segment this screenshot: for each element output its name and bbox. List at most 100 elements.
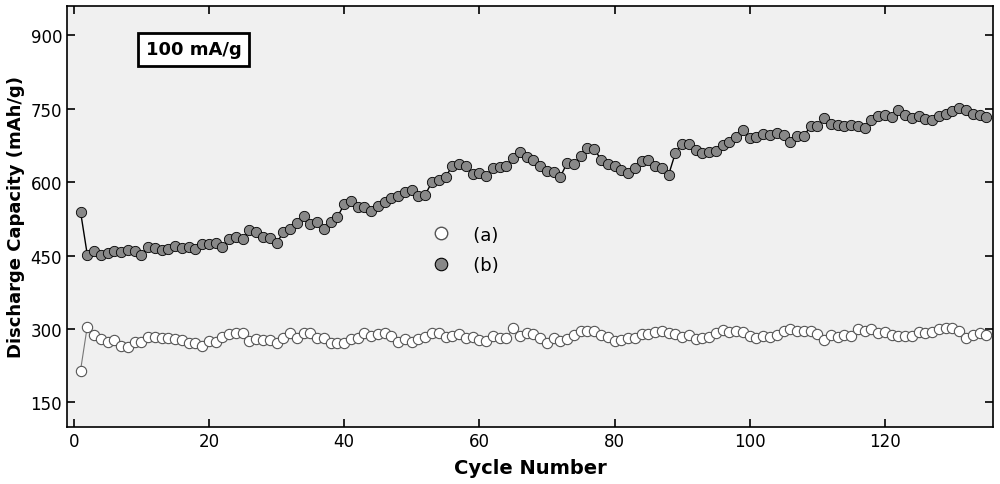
Point: [100, 338, 116, 346]
Point: [444, 163, 460, 170]
Point: [958, 334, 974, 342]
Point: [715, 142, 731, 150]
Point: [579, 328, 595, 335]
Point: [600, 160, 616, 168]
Point: [350, 204, 366, 212]
Point: [917, 116, 933, 124]
Point: [350, 334, 366, 342]
Point: [803, 328, 819, 335]
Point: [884, 331, 900, 339]
Point: [498, 334, 514, 342]
Point: [681, 141, 697, 149]
Point: [485, 333, 501, 340]
Point: [938, 111, 954, 119]
Point: [255, 336, 271, 344]
Point: [897, 333, 913, 340]
Point: [465, 334, 481, 342]
Point: [269, 339, 285, 347]
Point: [836, 331, 852, 339]
Point: [471, 336, 487, 344]
Point: [100, 249, 116, 257]
Point: [634, 330, 650, 338]
Point: [181, 340, 197, 348]
Point: [755, 131, 771, 139]
Point: [73, 367, 89, 375]
Point: [316, 334, 332, 342]
Point: [721, 328, 737, 336]
Point: [843, 333, 859, 340]
Point: [302, 329, 318, 337]
Point: [951, 105, 967, 113]
Point: [336, 201, 352, 209]
Point: [573, 153, 589, 161]
Point: [73, 208, 89, 216]
Point: [505, 325, 521, 333]
Point: [897, 112, 913, 120]
Point: [377, 330, 393, 337]
Point: [917, 329, 933, 337]
Point: [701, 149, 717, 157]
Point: [667, 150, 683, 158]
Point: [208, 339, 224, 347]
Point: [701, 333, 717, 341]
Point: [796, 133, 812, 141]
Point: [688, 335, 704, 343]
Point: [397, 336, 413, 344]
Point: [147, 244, 163, 252]
Point: [586, 327, 602, 335]
Point: [512, 149, 528, 157]
Point: [174, 244, 190, 252]
Point: [816, 115, 832, 123]
Point: [640, 156, 656, 164]
Point: [863, 326, 879, 333]
Point: [86, 332, 102, 339]
Point: [559, 335, 575, 343]
Point: [776, 327, 792, 335]
Point: [593, 332, 609, 339]
Point: [924, 117, 940, 124]
Point: [438, 174, 454, 182]
Point: [201, 337, 217, 345]
Point: [911, 329, 927, 336]
Point: [187, 246, 203, 254]
Point: [235, 236, 251, 244]
Point: [458, 334, 474, 342]
Point: [850, 325, 866, 333]
Point: [410, 193, 426, 200]
Point: [728, 134, 744, 142]
Point: [424, 179, 440, 186]
Point: [194, 241, 210, 248]
Point: [769, 130, 785, 137]
Point: [296, 330, 312, 337]
Point: [248, 229, 264, 237]
Point: [201, 241, 217, 249]
Point: [830, 333, 846, 341]
Point: [383, 333, 399, 340]
Point: [356, 204, 372, 212]
Point: [816, 336, 832, 344]
Point: [383, 195, 399, 203]
Point: [938, 324, 954, 332]
Point: [586, 146, 602, 153]
Point: [965, 332, 981, 339]
Point: [708, 329, 724, 337]
Point: [532, 163, 548, 170]
Point: [471, 169, 487, 177]
Point: [106, 336, 122, 344]
Point: [289, 334, 305, 342]
Point: [255, 234, 271, 242]
Point: [877, 329, 893, 336]
Point: [282, 226, 298, 233]
Point: [748, 134, 764, 141]
Point: [965, 110, 981, 118]
Point: [289, 220, 305, 228]
Point: [613, 167, 629, 175]
Point: [465, 171, 481, 179]
Point: [194, 342, 210, 350]
Point: [93, 251, 109, 259]
Point: [972, 112, 988, 120]
Point: [972, 330, 988, 337]
Point: [329, 214, 345, 222]
Point: [363, 208, 379, 215]
Point: [654, 328, 670, 335]
